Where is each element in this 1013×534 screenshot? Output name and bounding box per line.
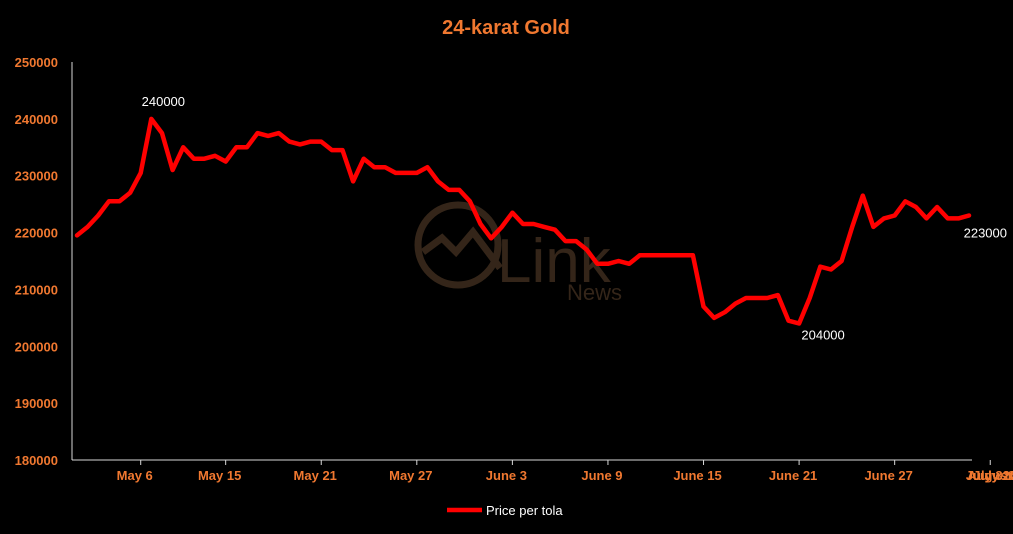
x-tick-label: August 2 — [967, 468, 1013, 483]
y-tick-label: 220000 — [15, 226, 58, 241]
x-tick-label: July 17 — [973, 468, 1013, 483]
watermark-brand: Link — [497, 227, 612, 296]
legend: Price per tola — [447, 503, 563, 518]
x-tick-label: July 10 — [973, 468, 1013, 483]
legend-label: Price per tola — [486, 503, 563, 518]
x-tick-label: May 15 — [198, 468, 241, 483]
x-tick-label: June 21 — [769, 468, 817, 483]
link-news-logo-icon: Link News — [414, 201, 622, 305]
series-line-price-per-tola — [74, 116, 972, 326]
y-tick-label: 240000 — [15, 112, 58, 127]
x-tick-label: June 15 — [673, 468, 721, 483]
y-tick-label: 210000 — [15, 282, 58, 297]
x-axis-ticks: May 6 May 15 May 21 May 27 June 3 June 9 June … — [117, 460, 1013, 483]
x-tick-label: July 24 — [973, 468, 1013, 483]
x-tick-label: May 6 — [117, 468, 153, 483]
data-label: 204000 — [801, 328, 844, 343]
x-tick-label: June 3 — [486, 468, 527, 483]
y-tick-label: 230000 — [15, 169, 58, 184]
y-tick-label: 190000 — [15, 396, 58, 411]
y-axis-ticks: 180000 190000 200000 210000 220000 230000 2400… — [15, 55, 58, 468]
x-tick-label: May 21 — [294, 468, 337, 483]
watermark-sub: News — [567, 280, 622, 305]
data-labels: 240000 204000 223000 — [142, 94, 1007, 343]
x-tick-label: June 27 — [864, 468, 912, 483]
x-tick-label: July 3 — [966, 468, 1003, 483]
y-tick-label: 250000 — [15, 55, 58, 70]
x-tick-label: May 27 — [389, 468, 432, 483]
y-tick-label: 180000 — [15, 453, 58, 468]
x-tick-label: June 9 — [581, 468, 622, 483]
data-label: 240000 — [142, 94, 185, 109]
chart-title: 24-karat Gold — [442, 17, 570, 39]
data-label: 223000 — [964, 226, 1007, 241]
y-tick-label: 200000 — [15, 339, 58, 354]
